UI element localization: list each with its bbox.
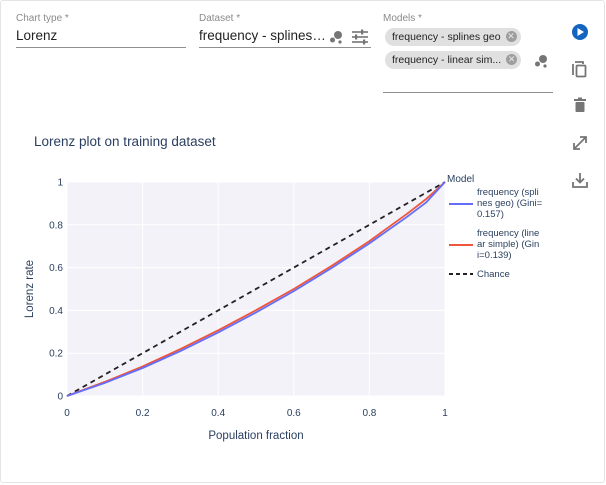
copy-icon[interactable] bbox=[569, 58, 591, 80]
dataset-select[interactable]: Dataset * frequency - splines geo bbox=[199, 13, 371, 49]
download-icon[interactable] bbox=[569, 169, 591, 191]
models-select[interactable]: Models * frequency - splines geo ✕ freque… bbox=[383, 13, 553, 95]
chart-type-select[interactable]: Chart type * Lorenz bbox=[16, 13, 186, 49]
y-tick-label: 0 bbox=[57, 392, 63, 403]
play-circle-icon[interactable] bbox=[569, 21, 591, 43]
dataset-label: Dataset * bbox=[199, 13, 241, 24]
y-axis-label: Lorenz rate bbox=[24, 260, 36, 318]
legend-item-label: frequency (line bbox=[477, 228, 539, 239]
models-label: Models * bbox=[383, 13, 422, 24]
y-tick-label: 1 bbox=[57, 178, 63, 189]
y-tick-label: 0.8 bbox=[49, 220, 63, 231]
grid bbox=[66, 181, 446, 397]
chart-type-label: Chart type * bbox=[16, 13, 69, 24]
legend-title: Model bbox=[447, 174, 474, 185]
ticks: 0 0.2 0.4 0.6 0.8 1 0 0.2 0.4 0.6 0.8 1 bbox=[49, 178, 448, 420]
dataset-underline bbox=[199, 47, 371, 48]
model-chip[interactable]: frequency - linear sim... ✕ bbox=[385, 51, 522, 69]
x-axis-label: Population fraction bbox=[208, 430, 303, 442]
chart-title: Lorenz plot on training dataset bbox=[34, 134, 216, 149]
x-tick-label: 0 bbox=[64, 408, 70, 419]
chart-type-underline bbox=[16, 47, 186, 48]
x-tick-label: 0.2 bbox=[136, 408, 150, 419]
scatter-icon[interactable] bbox=[328, 29, 344, 45]
chip-remove-icon[interactable]: ✕ bbox=[506, 53, 518, 65]
expand-icon[interactable] bbox=[569, 132, 591, 154]
model-chip[interactable]: frequency - splines geo ✕ bbox=[385, 28, 521, 46]
model-chip-label: frequency - splines geo bbox=[392, 31, 501, 43]
y-tick-label: 0.6 bbox=[49, 263, 63, 274]
model-chip-label: frequency - linear sim... bbox=[392, 54, 502, 66]
scatter-icon[interactable] bbox=[533, 53, 549, 69]
y-tick-label: 0.4 bbox=[49, 306, 63, 317]
series-line-2 bbox=[66, 181, 446, 397]
legend-item-label: nes geo) (Gini= bbox=[477, 198, 543, 209]
x-tick-label: 0.8 bbox=[362, 408, 376, 419]
legend-item-label: ar simple) (Gin bbox=[477, 239, 539, 250]
trash-icon[interactable] bbox=[569, 94, 591, 116]
series-line-1 bbox=[66, 181, 446, 397]
legend-item-label: i=0.139) bbox=[477, 250, 512, 261]
tune-icon[interactable] bbox=[351, 29, 369, 45]
chart-type-value: Lorenz bbox=[16, 28, 58, 43]
x-tick-label: 0.4 bbox=[211, 408, 225, 419]
x-tick-label: 0.6 bbox=[287, 408, 301, 419]
series-layer bbox=[66, 181, 446, 397]
legend-item-label: frequency (spli bbox=[477, 187, 539, 198]
legend-item-label: 0.157) bbox=[477, 209, 504, 220]
chip-remove-icon[interactable]: ✕ bbox=[505, 30, 517, 42]
models-underline bbox=[383, 92, 553, 93]
x-tick-label: 1 bbox=[442, 408, 448, 419]
series-line-0 bbox=[66, 181, 446, 397]
legend-item-label: Chance bbox=[477, 269, 510, 280]
y-tick-label: 0.2 bbox=[49, 349, 63, 360]
